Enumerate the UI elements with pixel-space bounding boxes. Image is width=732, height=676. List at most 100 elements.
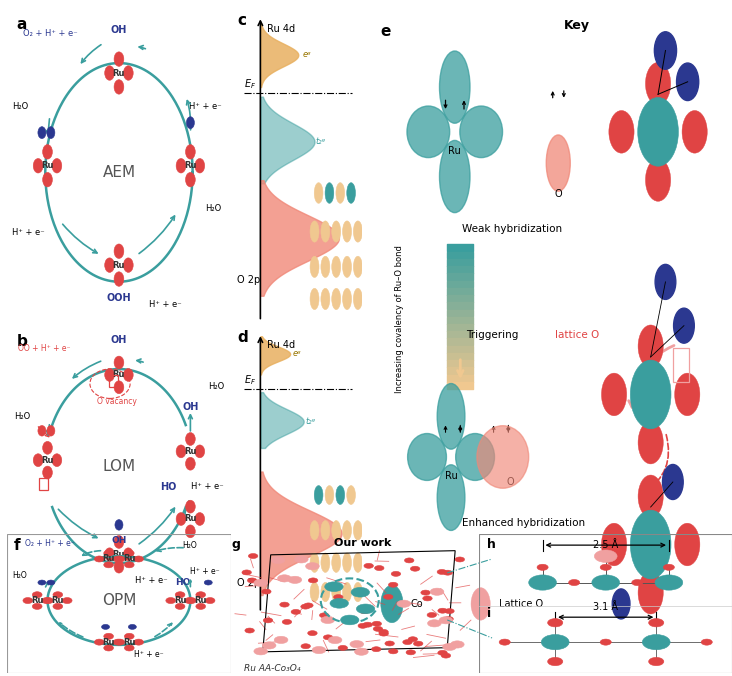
Circle shape: [205, 598, 215, 604]
Text: t₂ᵍ: t₂ᵍ: [316, 137, 326, 146]
Circle shape: [176, 445, 186, 458]
Circle shape: [414, 641, 423, 646]
Text: Ru: Ru: [41, 456, 53, 464]
Text: Co: Co: [411, 599, 423, 609]
Circle shape: [175, 604, 185, 609]
Circle shape: [542, 635, 569, 650]
Circle shape: [391, 571, 400, 577]
Circle shape: [338, 646, 348, 650]
Circle shape: [33, 454, 43, 466]
Circle shape: [439, 617, 452, 624]
Text: Ru: Ru: [102, 554, 115, 564]
Circle shape: [381, 585, 403, 623]
Circle shape: [427, 612, 436, 617]
Circle shape: [379, 631, 389, 636]
Text: Ru: Ru: [184, 514, 197, 523]
Circle shape: [32, 604, 42, 609]
Text: HO: HO: [160, 482, 176, 491]
Text: HO: HO: [175, 578, 190, 587]
Circle shape: [124, 368, 133, 381]
Text: Ru: Ru: [41, 162, 53, 170]
Text: OOH: OOH: [107, 293, 131, 304]
Text: Ru: Ru: [449, 145, 461, 155]
Circle shape: [438, 608, 447, 613]
Text: H⁺ + e⁻: H⁺ + e⁻: [149, 300, 182, 310]
Circle shape: [53, 604, 63, 609]
Circle shape: [638, 421, 663, 464]
Text: Increasing covalency of Ru–O bond: Increasing covalency of Ru–O bond: [395, 245, 404, 393]
Circle shape: [408, 637, 417, 642]
Circle shape: [196, 592, 206, 598]
Circle shape: [185, 500, 195, 513]
Circle shape: [354, 256, 362, 277]
Circle shape: [682, 110, 707, 153]
Circle shape: [38, 126, 46, 139]
Circle shape: [638, 325, 663, 368]
Circle shape: [676, 63, 699, 101]
Circle shape: [294, 556, 308, 563]
Circle shape: [441, 653, 451, 658]
Circle shape: [354, 648, 368, 655]
Circle shape: [350, 641, 364, 648]
Circle shape: [334, 595, 343, 600]
Circle shape: [262, 642, 276, 649]
Circle shape: [662, 464, 683, 500]
Circle shape: [444, 617, 453, 621]
Circle shape: [600, 564, 611, 571]
Bar: [673, 347, 690, 382]
Circle shape: [184, 598, 194, 604]
Circle shape: [332, 521, 340, 540]
Circle shape: [403, 639, 412, 645]
Circle shape: [196, 604, 206, 609]
Ellipse shape: [456, 433, 495, 481]
Circle shape: [247, 578, 257, 583]
Circle shape: [372, 647, 381, 652]
Circle shape: [363, 622, 373, 627]
Circle shape: [655, 575, 683, 590]
Circle shape: [347, 183, 356, 203]
Circle shape: [195, 445, 205, 458]
Circle shape: [332, 221, 340, 242]
Text: d: d: [237, 331, 248, 345]
Bar: [39, 478, 48, 489]
Circle shape: [23, 598, 33, 604]
Circle shape: [242, 570, 251, 575]
Text: c: c: [237, 14, 247, 28]
Circle shape: [354, 221, 362, 242]
Circle shape: [114, 272, 124, 286]
Circle shape: [105, 368, 114, 381]
Circle shape: [638, 571, 663, 614]
Circle shape: [124, 633, 134, 639]
Circle shape: [134, 556, 143, 562]
Text: O vacancy: O vacancy: [97, 397, 136, 406]
Bar: [109, 375, 118, 387]
Circle shape: [375, 566, 384, 571]
Text: H₂O: H₂O: [208, 382, 224, 391]
Circle shape: [321, 553, 330, 573]
Circle shape: [301, 604, 310, 609]
Text: OH: OH: [111, 25, 127, 35]
Circle shape: [52, 158, 61, 173]
Circle shape: [248, 554, 258, 558]
Circle shape: [310, 221, 319, 242]
Circle shape: [332, 582, 340, 602]
Circle shape: [609, 110, 634, 153]
Text: Ru: Ru: [184, 162, 197, 170]
Text: Ru: Ru: [184, 447, 197, 456]
Circle shape: [195, 512, 205, 525]
Text: b: b: [16, 334, 27, 349]
Text: Ru: Ru: [123, 637, 135, 647]
Circle shape: [340, 615, 359, 625]
Circle shape: [397, 600, 411, 607]
Circle shape: [104, 562, 113, 568]
Text: Ru: Ru: [31, 596, 43, 605]
Circle shape: [94, 556, 104, 562]
Circle shape: [304, 603, 313, 608]
Text: OH: OH: [111, 335, 127, 345]
Text: Lattice O: Lattice O: [499, 599, 543, 609]
Circle shape: [354, 553, 362, 573]
Circle shape: [354, 582, 362, 602]
Text: Ru AA-Co₃O₄: Ru AA-Co₃O₄: [244, 664, 301, 673]
Circle shape: [356, 604, 375, 614]
Circle shape: [638, 475, 663, 518]
